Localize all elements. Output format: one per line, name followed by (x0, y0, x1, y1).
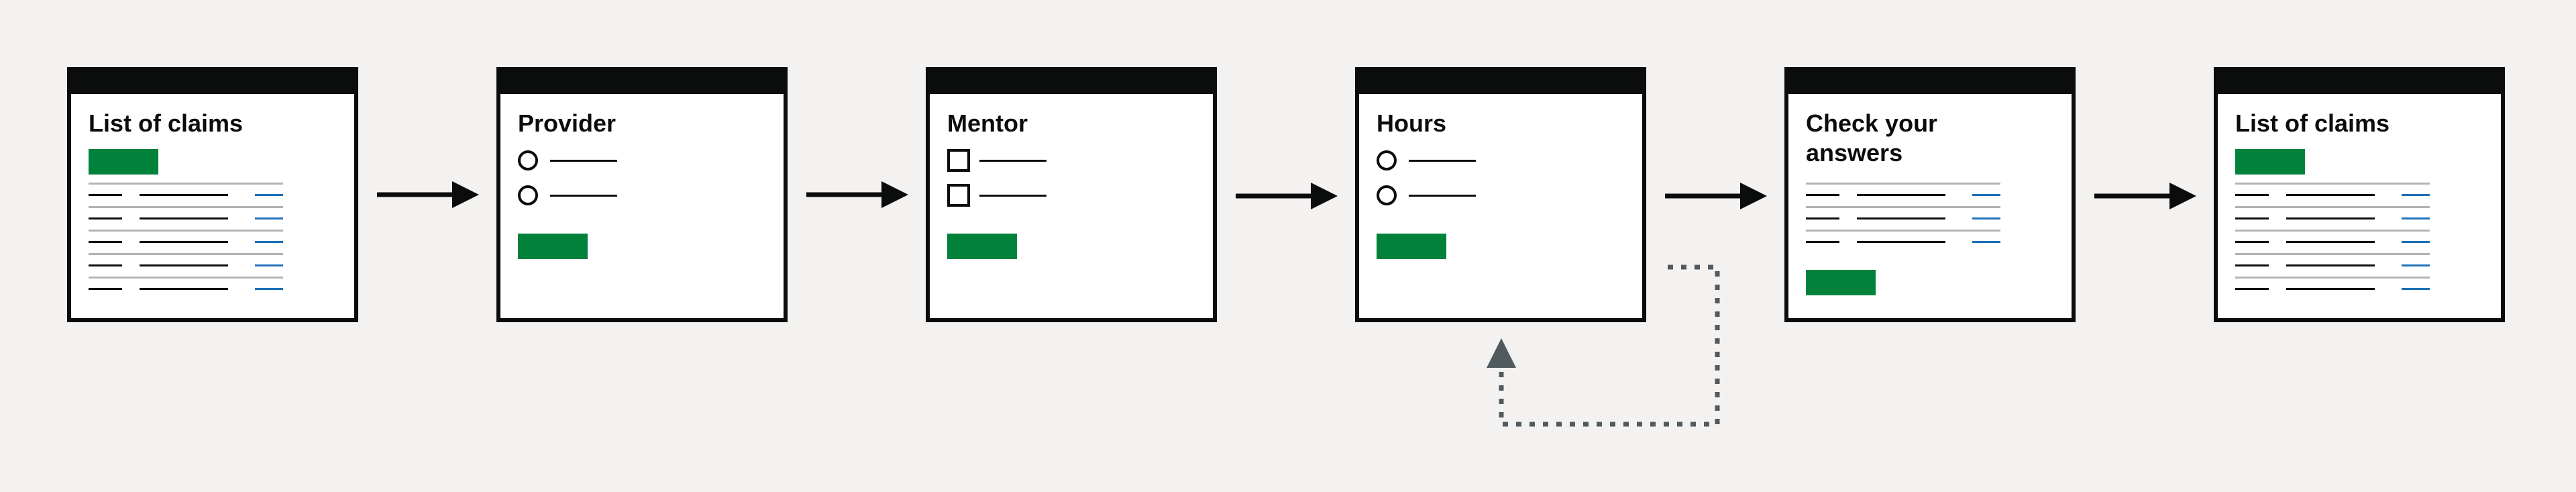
submit-button (1806, 270, 1876, 295)
continue-button (518, 234, 588, 259)
screen-list-of-claims-start: List of claims (67, 67, 358, 322)
continue-button (1377, 234, 1446, 259)
summary-list (1806, 183, 2000, 253)
list-row (2235, 183, 2430, 206)
screen-title: Provider (518, 109, 616, 137)
list-row (89, 206, 283, 230)
header-bar (500, 71, 784, 94)
radio-option-1 (1377, 150, 1397, 170)
screen-list-of-claims-end: List of claims (2214, 67, 2505, 322)
loop-back-arrow (1487, 264, 1720, 427)
header-bar (71, 71, 354, 94)
primary-button (2235, 149, 2305, 175)
screen-hours: Hours (1355, 67, 1646, 322)
radio-label-2 (550, 195, 617, 197)
arrow-2 (806, 181, 908, 208)
radio-label-1 (550, 160, 617, 162)
list-row (2235, 277, 2430, 300)
header-bar (1359, 71, 1642, 94)
radio-label-2 (1409, 195, 1476, 197)
list-row (2235, 206, 2430, 230)
radio-label-1 (1409, 160, 1476, 162)
summary-row (1806, 183, 2000, 206)
screen-check-your-answers: Check your answers (1784, 67, 2076, 322)
checkbox-option-2 (947, 184, 970, 207)
arrow-4 (1665, 183, 1767, 209)
header-bar (2218, 71, 2501, 94)
radio-option-2 (518, 185, 538, 205)
list-row (89, 253, 283, 277)
arrow-1 (377, 181, 479, 208)
list-row (89, 277, 283, 300)
arrow-5 (2094, 183, 2196, 209)
screen-title: Mentor (947, 109, 1028, 137)
radio-option-2 (1377, 185, 1397, 205)
list-row (89, 230, 283, 253)
arrow-3 (1236, 183, 1338, 209)
screen-provider: Provider (496, 67, 788, 322)
continue-button (947, 234, 1017, 259)
claims-list (89, 183, 283, 300)
primary-button (89, 149, 158, 175)
header-bar (1788, 71, 2072, 94)
checkbox-option-1 (947, 149, 970, 172)
screen-title: List of claims (2235, 109, 2390, 137)
screen-title: Check your answers (1806, 109, 1938, 166)
checkbox-label-2 (979, 195, 1046, 197)
checkbox-label-1 (979, 160, 1046, 162)
list-row (2235, 253, 2430, 277)
radio-option-1 (518, 150, 538, 170)
screen-title: Hours (1377, 109, 1447, 137)
list-row (2235, 230, 2430, 253)
summary-row (1806, 206, 2000, 230)
header-bar (930, 71, 1213, 94)
claims-list (2235, 183, 2430, 300)
summary-row (1806, 230, 2000, 253)
screen-mentor: Mentor (926, 67, 1217, 322)
list-row (89, 183, 283, 206)
screen-title: List of claims (89, 109, 244, 137)
